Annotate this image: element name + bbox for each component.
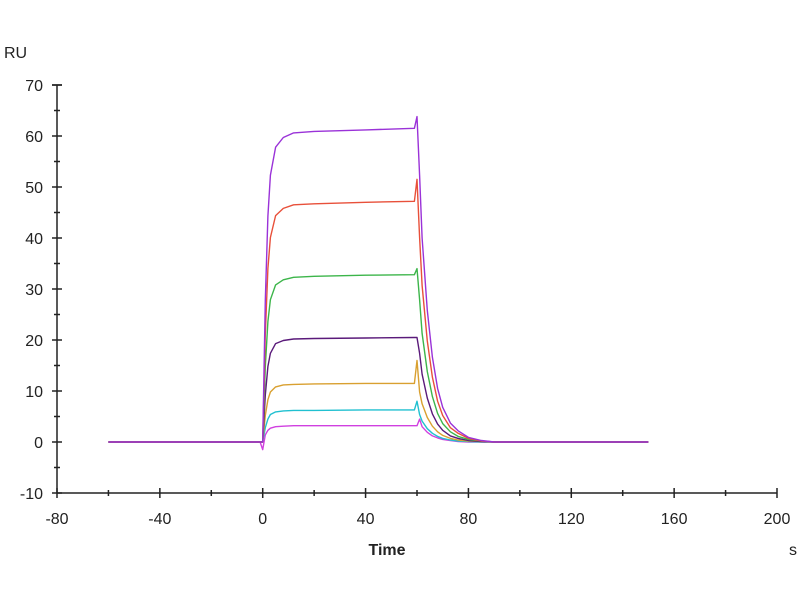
x-axis-label: Time [368,542,405,559]
y-tick-label: 50 [25,180,43,197]
series-line-curve-7 [108,418,649,451]
y-tick-label: 20 [25,333,43,350]
x-tick-label: 80 [460,511,478,528]
x-tick-label: -80 [45,511,68,528]
x-tick-label: 40 [357,511,375,528]
series-line-curve-4 [108,336,649,443]
x-axis-unit: s [789,542,797,559]
x-tick-label: -40 [148,511,171,528]
axes: -80 -40 0 40 80 120 160 200 -10 0 10 20 30 40 50 60 70 [20,78,791,528]
series-group [108,115,649,451]
y-tick-label: 60 [25,129,43,146]
series-line-curve-2 [108,178,649,443]
series-line-curve-3 [108,267,649,443]
x-tick-label: 120 [558,511,585,528]
x-tick-label: 160 [661,511,688,528]
series-line-curve-5 [108,359,649,443]
y-tick-label: -10 [20,486,43,503]
series-line-curve-6 [108,400,649,443]
y-tick-label: 0 [34,435,43,452]
y-tick-label: 40 [25,231,43,248]
series-line-curve-1 [108,115,649,443]
y-tick-label: 70 [25,78,43,95]
x-tick-label: 0 [258,511,267,528]
x-tick-label: 200 [764,511,791,528]
y-tick-label: 10 [25,384,43,401]
y-axis-label: RU [4,45,27,62]
y-tick-label: 30 [25,282,43,299]
